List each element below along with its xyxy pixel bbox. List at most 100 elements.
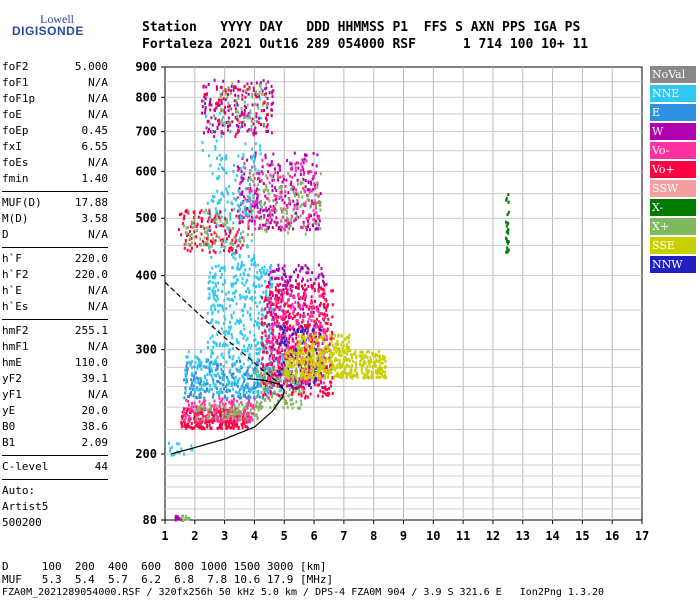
- echo-point: [321, 338, 324, 341]
- echo-point: [330, 384, 333, 388]
- echo-point: [240, 201, 242, 205]
- echo-point: [320, 354, 323, 358]
- echo-point: [255, 347, 258, 351]
- echo-point: [301, 279, 303, 283]
- echo-point: [262, 270, 265, 274]
- echo-point: [253, 333, 256, 337]
- echo-point: [283, 264, 286, 268]
- echo-point: [344, 365, 347, 369]
- echo-point: [222, 266, 225, 270]
- echo-point: [216, 355, 219, 359]
- echo-point: [222, 283, 225, 287]
- echo-point: [291, 380, 294, 384]
- echo-point: [294, 217, 297, 221]
- echo-point: [193, 425, 196, 429]
- echo-point: [354, 360, 357, 364]
- echo-point: [253, 154, 256, 157]
- echo-point: [275, 209, 278, 213]
- echo-point: [284, 402, 287, 406]
- echo-point: [242, 422, 245, 425]
- echo-point: [300, 347, 303, 350]
- echo-point: [229, 217, 232, 221]
- echo-point: [287, 280, 290, 284]
- echo-point: [262, 377, 264, 381]
- echo-point: [269, 278, 272, 282]
- echo-point: [236, 110, 239, 114]
- echo-point: [182, 518, 185, 522]
- echo-point: [290, 214, 293, 218]
- echo-point: [279, 338, 282, 342]
- echo-point: [506, 249, 509, 253]
- echo-point: [285, 360, 288, 364]
- echo-point: [228, 185, 231, 188]
- echo-point: [270, 264, 273, 267]
- echo-point: [255, 199, 258, 203]
- echo-point: [218, 405, 221, 408]
- echo-point: [264, 153, 267, 157]
- echo-point: [234, 107, 237, 111]
- echo-point: [185, 364, 188, 368]
- echo-point: [250, 189, 253, 193]
- echo-point: [297, 392, 300, 396]
- echo-point: [266, 324, 269, 328]
- echo-point: [290, 180, 293, 184]
- echo-point: [251, 361, 254, 365]
- echo-point: [289, 324, 292, 328]
- echo-point: [310, 284, 313, 288]
- echo-point: [274, 299, 277, 303]
- echo-point: [208, 246, 211, 250]
- echo-point: [225, 426, 228, 430]
- echo-point: [322, 295, 325, 299]
- echo-point: [210, 367, 213, 371]
- param-value: 17.88: [74, 196, 108, 209]
- echo-point: [174, 515, 177, 519]
- echo-point: [259, 403, 262, 407]
- echo-point: [310, 348, 313, 352]
- echo-point: [288, 275, 291, 279]
- echo-point: [243, 334, 246, 338]
- echo-point: [268, 327, 271, 331]
- echo-point: [317, 289, 320, 293]
- echo-point: [210, 116, 213, 120]
- echo-point: [185, 514, 188, 518]
- echo-point: [215, 102, 218, 106]
- echo-point: [219, 423, 221, 427]
- echo-point: [214, 251, 217, 254]
- echo-point: [268, 300, 271, 304]
- echo-point: [254, 344, 257, 348]
- echo-point: [271, 341, 274, 345]
- echo-point: [247, 273, 250, 277]
- echo-point: [208, 280, 211, 283]
- echo-point: [232, 408, 234, 412]
- echo-point: [271, 226, 274, 230]
- echo-point: [290, 350, 293, 354]
- echo-point: [346, 363, 349, 367]
- echo-point: [305, 357, 308, 361]
- echo-point: [196, 409, 199, 412]
- echo-point: [290, 327, 293, 331]
- echo-point: [307, 395, 310, 399]
- echo-point: [289, 369, 292, 373]
- echo-point: [301, 361, 303, 365]
- echo-point: [306, 363, 309, 367]
- echo-point: [269, 332, 272, 335]
- echo-point: [228, 421, 231, 425]
- echo-point: [303, 374, 306, 378]
- echo-point: [334, 368, 337, 372]
- echo-point: [255, 374, 258, 377]
- echo-point: [170, 445, 173, 449]
- echo-point: [219, 158, 222, 162]
- echo-point: [240, 113, 243, 117]
- echo-point: [267, 341, 269, 345]
- echo-point: [308, 307, 310, 311]
- echo-point: [360, 369, 363, 373]
- echo-point: [251, 418, 254, 422]
- echo-point: [183, 452, 185, 456]
- echo-point: [305, 361, 307, 365]
- echo-point: [315, 335, 317, 339]
- echo-point: [232, 282, 235, 286]
- echo-point: [270, 102, 273, 106]
- echo-point: [250, 263, 253, 267]
- echo-point: [265, 82, 268, 86]
- echo-point: [241, 190, 244, 194]
